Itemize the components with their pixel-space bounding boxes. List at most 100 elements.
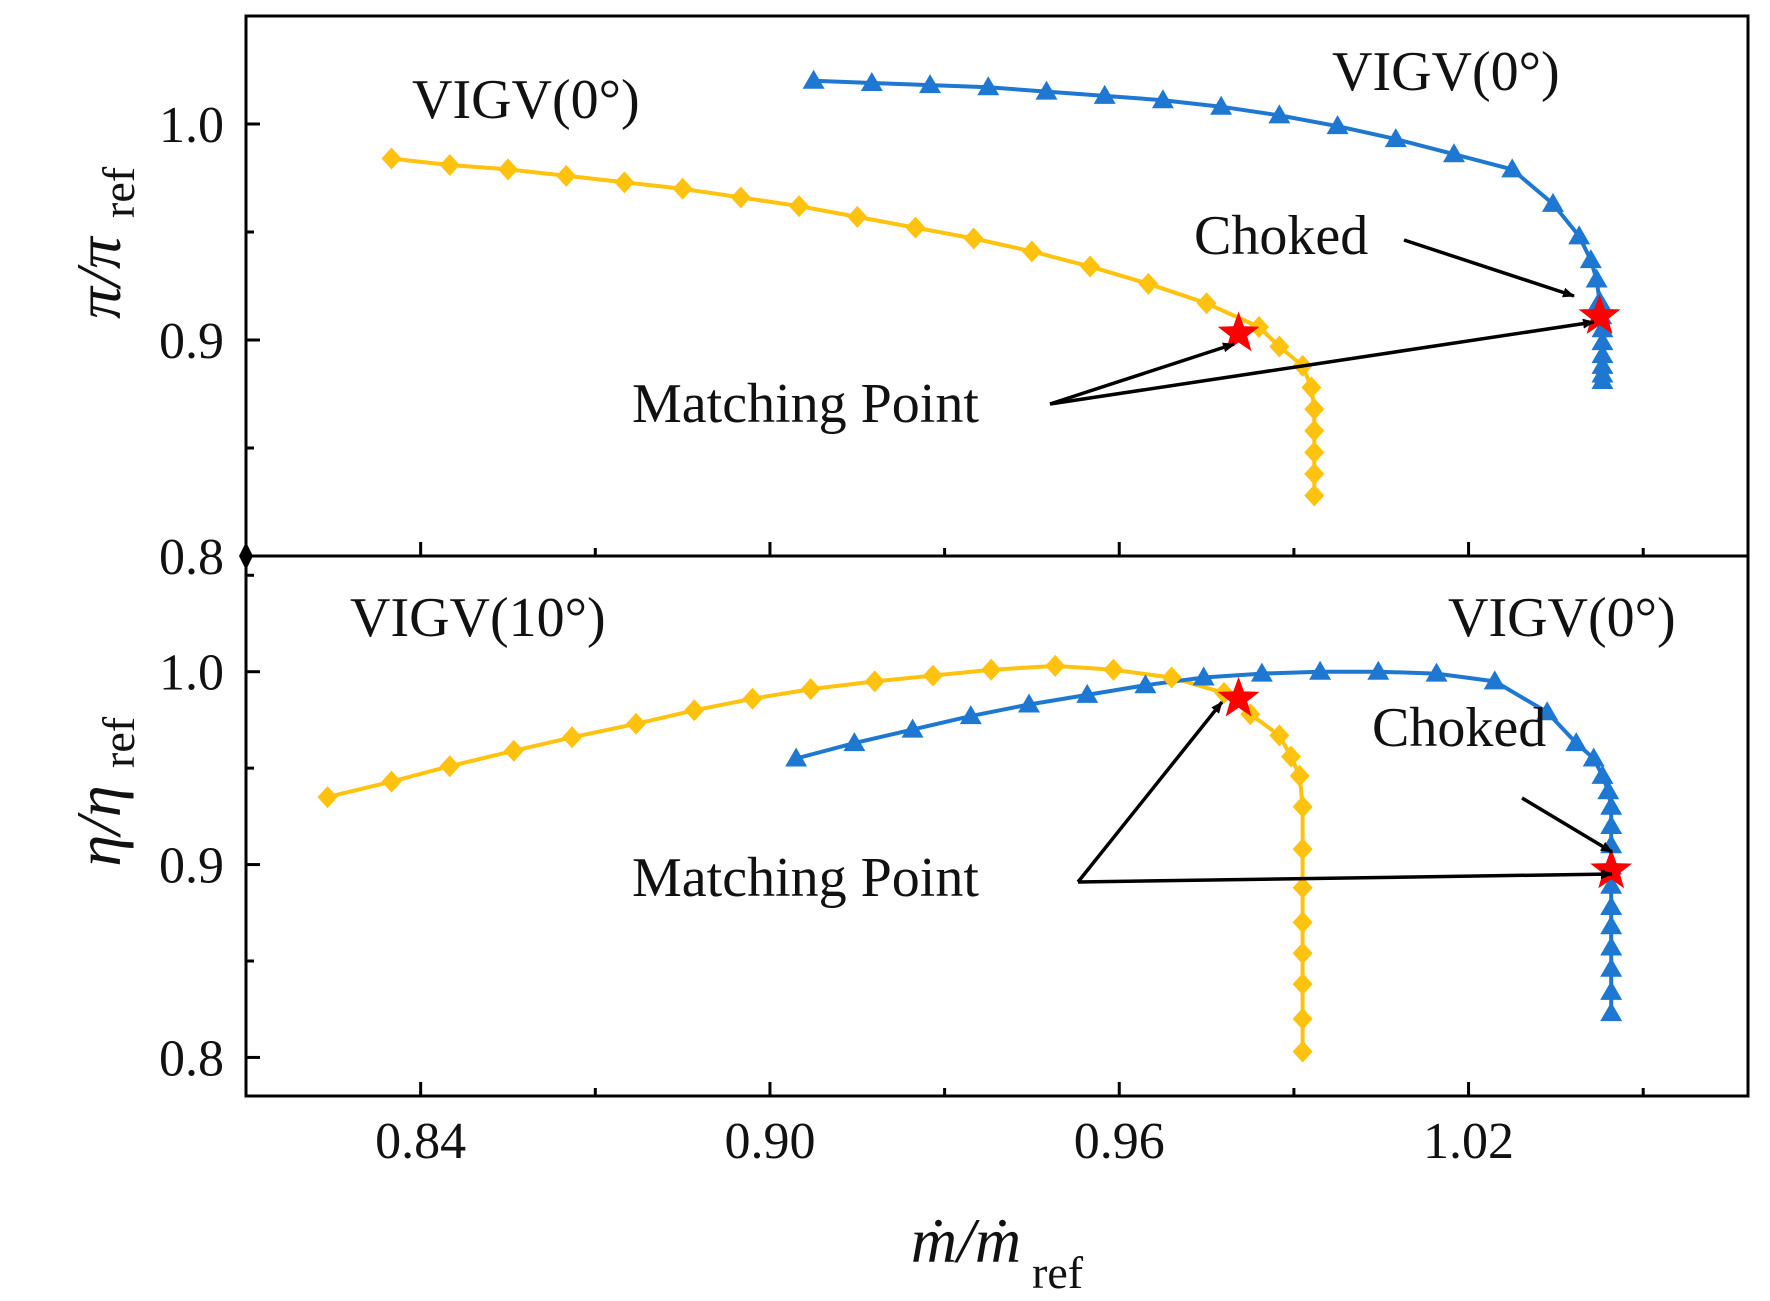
bottom-triangle-marker xyxy=(1018,693,1041,713)
top-diamond-marker xyxy=(1304,484,1325,507)
bottom-x-tick-label: 0.96 xyxy=(1074,1113,1165,1170)
bottom-x-tick-label: 0.90 xyxy=(724,1113,815,1170)
bottom-triangle-marker xyxy=(1600,874,1623,894)
top-right-series-label: VIGV(0°) xyxy=(1332,41,1560,103)
bottom-left-series-label: VIGV(10°) xyxy=(350,587,606,649)
bottom-triangle-marker xyxy=(901,718,924,738)
bottom-triangle-marker xyxy=(1591,764,1614,784)
top-triangle-marker xyxy=(1035,80,1058,100)
top-triangle-marker xyxy=(919,74,942,94)
top-series-lines xyxy=(391,78,1605,496)
top-triangle-marker xyxy=(1591,331,1614,351)
top-triangle-marker xyxy=(1568,225,1591,245)
top-y-tick-label: 0.8 xyxy=(159,529,224,586)
bottom-diamond-marker xyxy=(922,664,943,687)
bottom-triangle-marker xyxy=(1600,957,1623,977)
bottom-diamond-marker xyxy=(503,739,524,762)
bottom-diamond-marker xyxy=(1289,764,1310,787)
x-axis-label-main: ṁ/ṁ xyxy=(911,1205,1021,1276)
bottom-matching-point-label: Matching Point xyxy=(632,847,979,909)
bottom-triangle-marker xyxy=(785,747,808,767)
top-triangle-marker xyxy=(1151,89,1174,109)
top-triangle-marker xyxy=(802,69,825,89)
top-triangle-marker xyxy=(1093,84,1116,104)
bottom-triangle-marker xyxy=(1597,780,1620,800)
top-triangle-marker xyxy=(1268,104,1291,124)
top-diamond-marker xyxy=(672,177,693,200)
bottom-triangle-marker xyxy=(959,705,982,725)
top-diamond-marker xyxy=(614,171,635,194)
bottom-triangle-marker xyxy=(1600,815,1623,834)
top-triangle-marker xyxy=(1541,192,1564,212)
top-matching-arrow-left xyxy=(1049,342,1235,406)
bottom-y-tick-label: 0.9 xyxy=(159,838,224,895)
top-triangle-marker xyxy=(1579,249,1602,269)
bottom-y-axis-label-main: η/η xyxy=(63,785,134,866)
top-diamond-marker xyxy=(1304,398,1325,421)
x-axis-label: ṁ/ṁ ref xyxy=(911,1205,1084,1298)
bottom-diamond-series-line xyxy=(327,663,1305,1052)
bottom-y-tick-label: 1.0 xyxy=(159,645,224,702)
bottom-triangle-marker xyxy=(1600,915,1623,935)
top-choked-label: Choked xyxy=(1194,205,1368,267)
top-triangle-marker xyxy=(1591,344,1614,364)
bottom-panel: 0.8 0.9 1.0 0.84 0.90 0.96 1.02 VIGV(10°) VIGV… xyxy=(63,554,1750,1298)
bottom-ticks: 0.8 0.9 1.0 0.84 0.90 0.96 1.02 xyxy=(159,573,1645,1170)
bottom-triangle-marker xyxy=(1367,660,1390,680)
bottom-diamond-marker xyxy=(981,658,1002,681)
bottom-diamond-marker xyxy=(317,786,338,809)
bottom-right-series-label: VIGV(0°) xyxy=(1448,587,1676,649)
top-triangle-marker xyxy=(1384,128,1407,148)
top-diamond-marker xyxy=(1080,255,1101,278)
bottom-diamond-marker xyxy=(742,687,763,710)
top-diamond-marker xyxy=(789,195,810,218)
top-y-axis-label: π/π ref xyxy=(63,166,144,319)
top-matching-point-star xyxy=(1578,294,1621,334)
top-y-axis-label-sub: ref xyxy=(93,166,144,218)
top-diamond-marker xyxy=(1138,272,1159,295)
bottom-choked-label: Choked xyxy=(1372,697,1546,759)
top-triangle-marker xyxy=(1501,158,1524,178)
bottom-triangle-marker xyxy=(1600,936,1623,956)
top-panel: 0.8 0.9 1.0 VIGV(0°) VIGV(0°) Choked Match… xyxy=(63,14,1750,586)
bottom-diamond-marker xyxy=(1292,1040,1313,1063)
top-choked-arrow xyxy=(1403,238,1575,298)
top-triangle-marker xyxy=(1210,95,1233,115)
bottom-diamond-marker xyxy=(1045,654,1066,677)
top-diamond-marker xyxy=(1269,335,1290,358)
bottom-x-tick-label: 0.84 xyxy=(375,1113,466,1170)
bottom-diamond-marker xyxy=(1292,911,1313,934)
top-matching-point-star xyxy=(1217,311,1260,352)
top-triangle-marker xyxy=(1326,115,1349,135)
bottom-triangle-marker xyxy=(1565,732,1588,752)
axis-junction-marker xyxy=(239,542,253,570)
top-diamond-marker xyxy=(1304,462,1325,485)
bottom-triangle-marker xyxy=(1076,683,1099,703)
bottom-matching-stars xyxy=(1217,676,1633,889)
bottom-diamond-marker xyxy=(439,755,460,778)
top-y-axis-label-main: π/π xyxy=(63,235,134,319)
bottom-triangle-marker xyxy=(1134,674,1157,694)
top-diamond-marker xyxy=(497,158,518,181)
top-triangle-marker xyxy=(1585,268,1608,288)
top-diamond-marker xyxy=(381,147,402,170)
bottom-diamond-marker xyxy=(1269,724,1290,747)
top-diamond-marker xyxy=(1304,441,1325,464)
bottom-y-tick-label: 0.8 xyxy=(159,1030,224,1087)
top-triangle-marker xyxy=(860,71,883,91)
top-matching-arrow-right xyxy=(1049,318,1595,406)
bottom-diamond-marker xyxy=(1292,795,1313,818)
bottom-diamond-marker xyxy=(1292,838,1313,861)
bottom-diamond-marker xyxy=(562,726,583,749)
bottom-diamond-marker xyxy=(1292,876,1313,899)
bottom-diamond-marker xyxy=(1292,973,1313,996)
top-diamond-marker xyxy=(1196,292,1217,315)
bottom-matching-point-star xyxy=(1590,848,1633,889)
bottom-y-axis-label-sub: ref xyxy=(93,716,144,768)
top-diamond-marker xyxy=(963,227,984,250)
top-diamond-marker xyxy=(905,216,926,239)
bottom-diamond-marker xyxy=(1292,942,1313,965)
bottom-diamond-marker xyxy=(684,699,705,722)
bottom-triangle-marker xyxy=(1600,795,1623,815)
